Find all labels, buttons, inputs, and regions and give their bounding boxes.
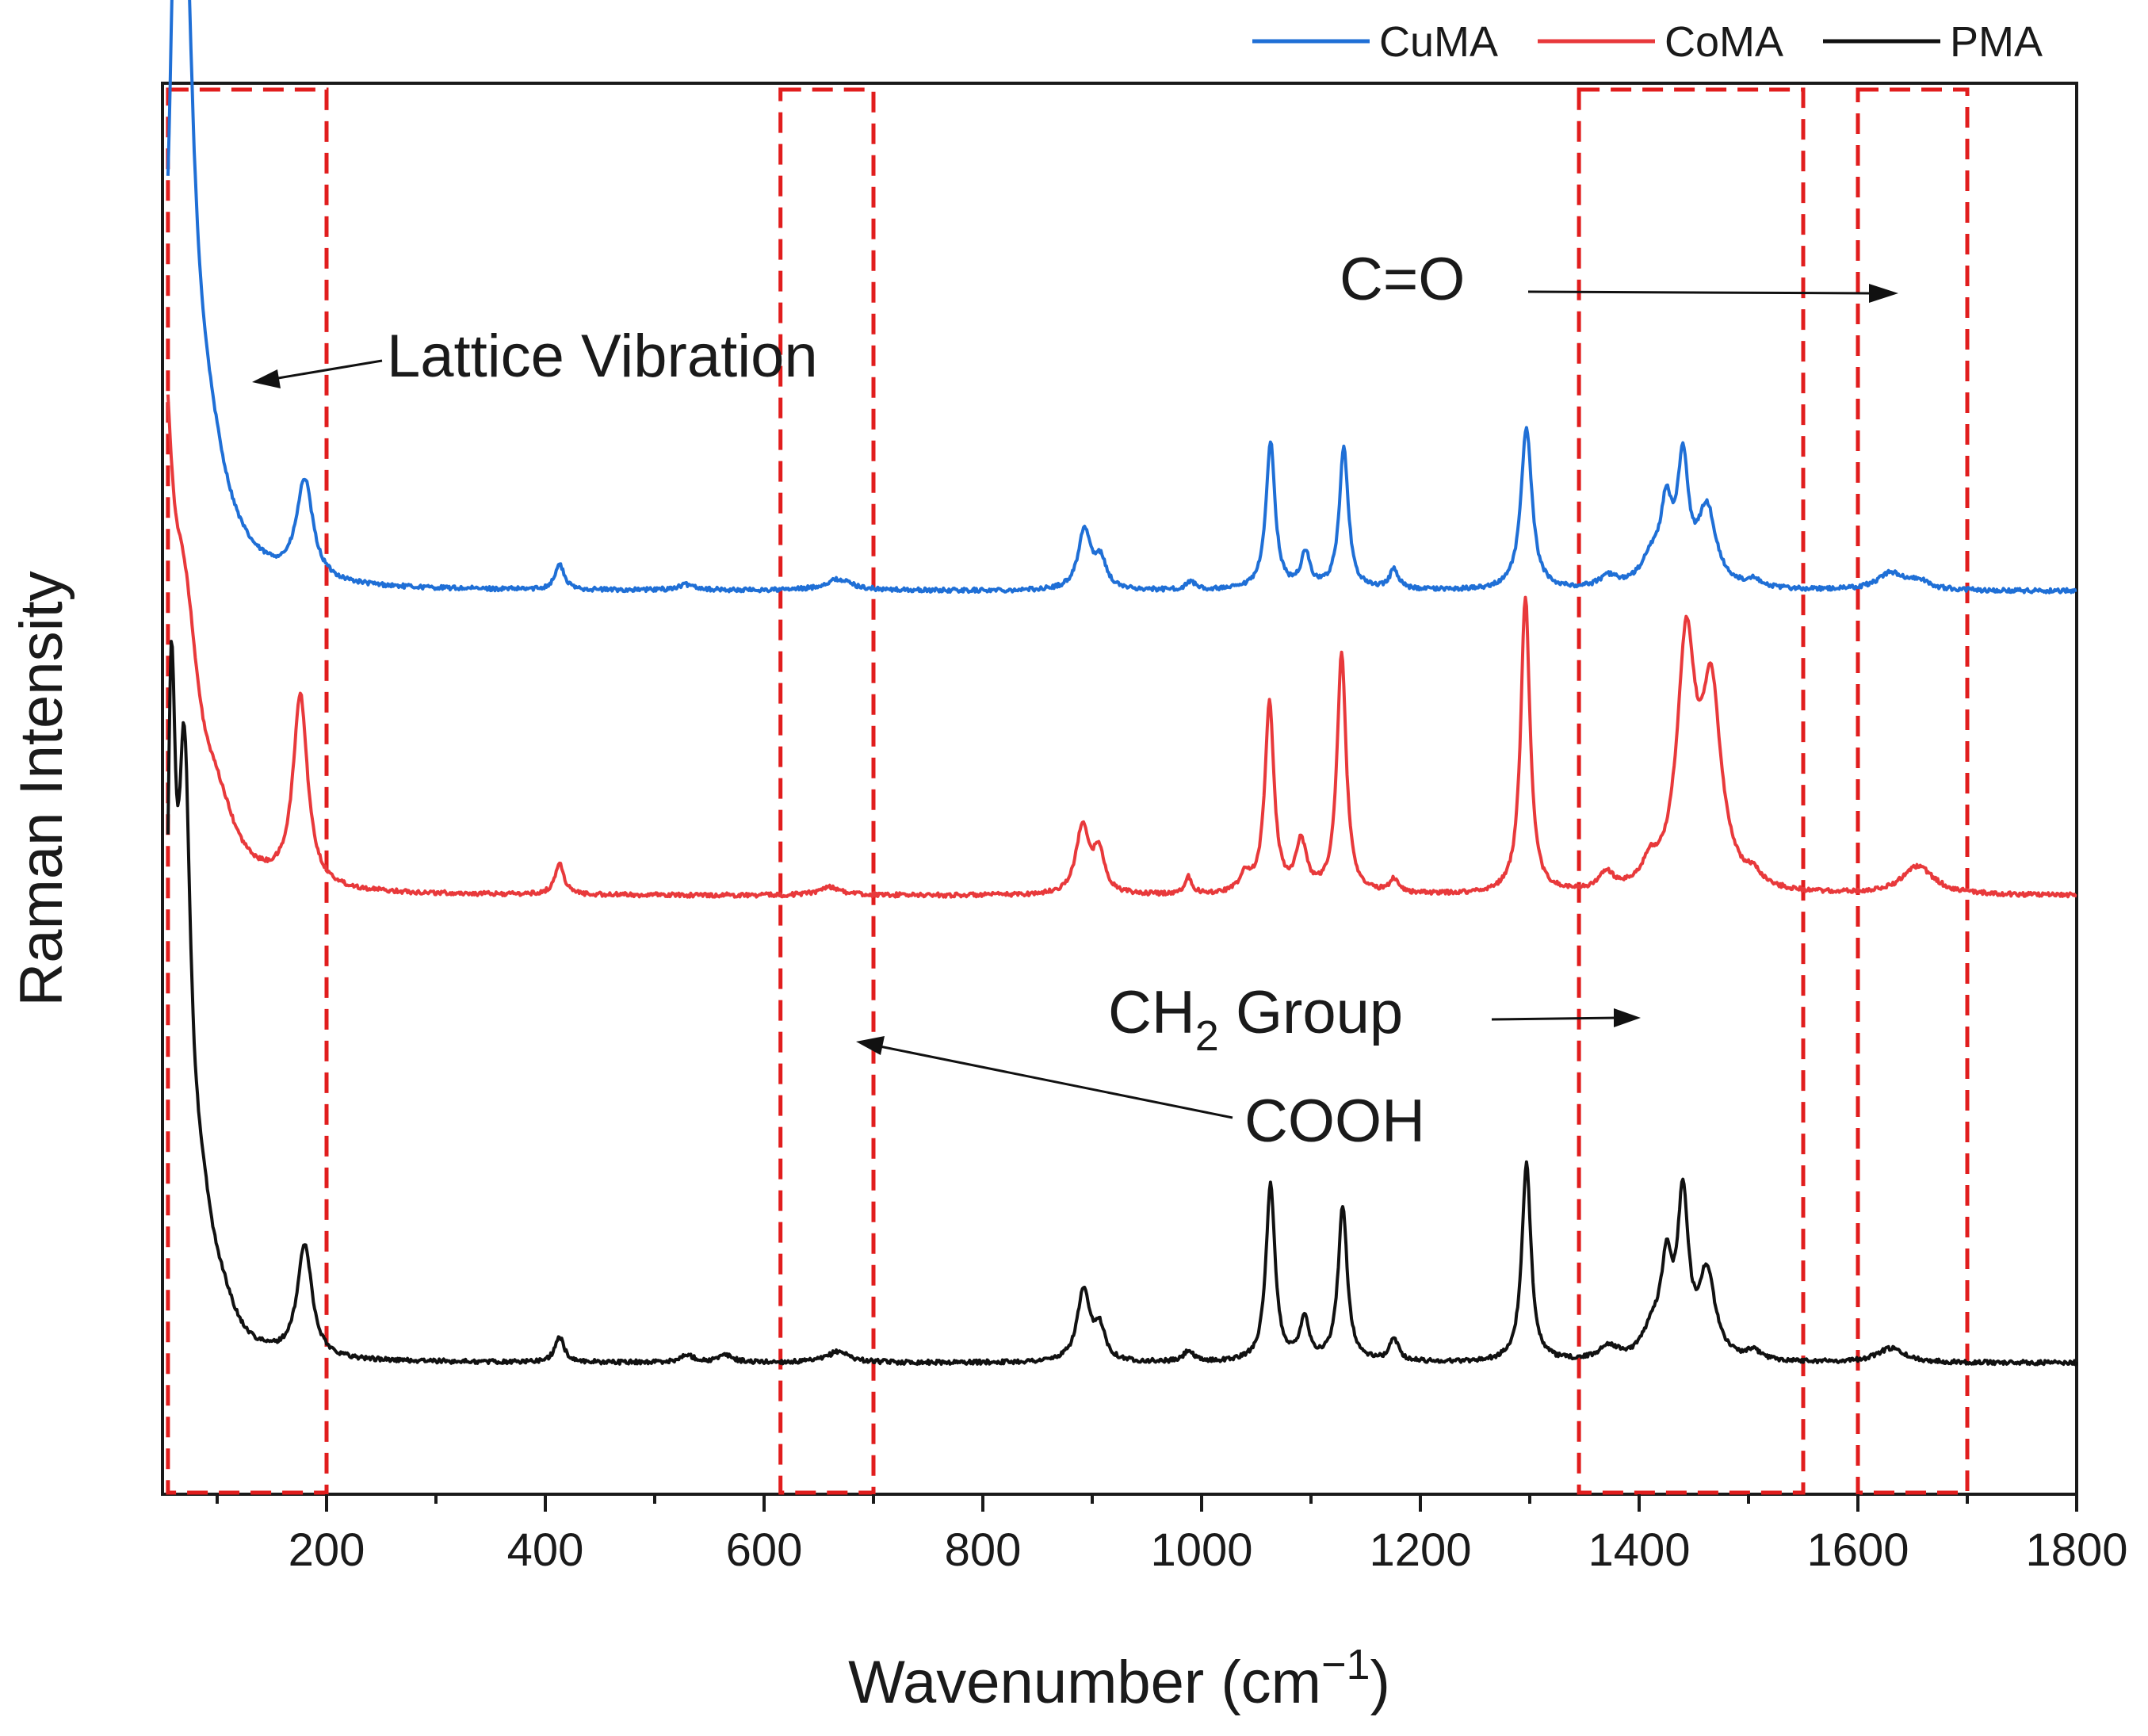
annotation-ch2-group: CH2 Group xyxy=(1108,979,1403,1060)
arrow-ch2-group xyxy=(1491,1016,1618,1021)
arrow-c-equals-o xyxy=(1527,290,1871,295)
x-tick-label: 1600 xyxy=(1806,1524,1909,1576)
annotation-lattice-vibration: Lattice Vibration xyxy=(387,323,818,390)
legend-label-pma: PMA xyxy=(1950,18,2043,66)
annotations: Lattice Vibration C=O CH2 Group COOH xyxy=(252,246,1898,1155)
x-axis-title: Wavenumber (cm−1) xyxy=(848,1641,1390,1716)
x-tick-label: 1400 xyxy=(1588,1524,1690,1576)
legend-label-coma: CoMA xyxy=(1665,18,1783,66)
co-region xyxy=(1856,87,1970,1495)
plot-area xyxy=(161,82,2078,1496)
x-axis: 200 400 600 800 1000 1200 1400 1600 1800 xyxy=(216,1494,2128,1576)
x-tick-label: 400 xyxy=(507,1524,584,1576)
y-axis-title: Raman Intensity xyxy=(8,571,75,1006)
series-line-pma xyxy=(166,640,2078,1367)
legend-label-cuma: CuMA xyxy=(1379,18,1498,66)
ch2-subscript: 2 xyxy=(1195,1012,1219,1060)
annotation-cooh: COOH xyxy=(1244,1088,1425,1155)
annotation-c-equals-o: C=O xyxy=(1340,246,1465,313)
x-tick-label: 800 xyxy=(945,1524,1022,1576)
ch2-region xyxy=(1577,87,1806,1495)
arrow-head-lattice-vibration xyxy=(252,369,281,388)
cooh-region xyxy=(778,87,876,1495)
x-tick-label: 200 xyxy=(289,1524,365,1576)
x-tick-label: 600 xyxy=(726,1524,803,1576)
x-tick-label: 1000 xyxy=(1150,1524,1252,1576)
x-axis-title-superscript: −1 xyxy=(1321,1641,1370,1688)
series-line-cuma xyxy=(166,0,2077,595)
legend: CuMA CoMA PMA xyxy=(1252,18,2043,66)
arrow-head-cooh xyxy=(856,1036,885,1055)
series-lines xyxy=(166,0,2078,1367)
highlight-regions xyxy=(166,87,1970,1495)
x-tick-label: 1200 xyxy=(1369,1524,1471,1576)
arrow-head-ch2-group xyxy=(1614,1008,1641,1027)
arrow-head-c-equals-o xyxy=(1869,284,1898,303)
lattice-vibration-region xyxy=(166,87,329,1495)
arrow-cooh xyxy=(879,1045,1233,1119)
x-tick-label: 1800 xyxy=(2025,1524,2127,1576)
series-line-coma xyxy=(166,394,2077,899)
arrow-lattice-vibration xyxy=(273,359,383,380)
